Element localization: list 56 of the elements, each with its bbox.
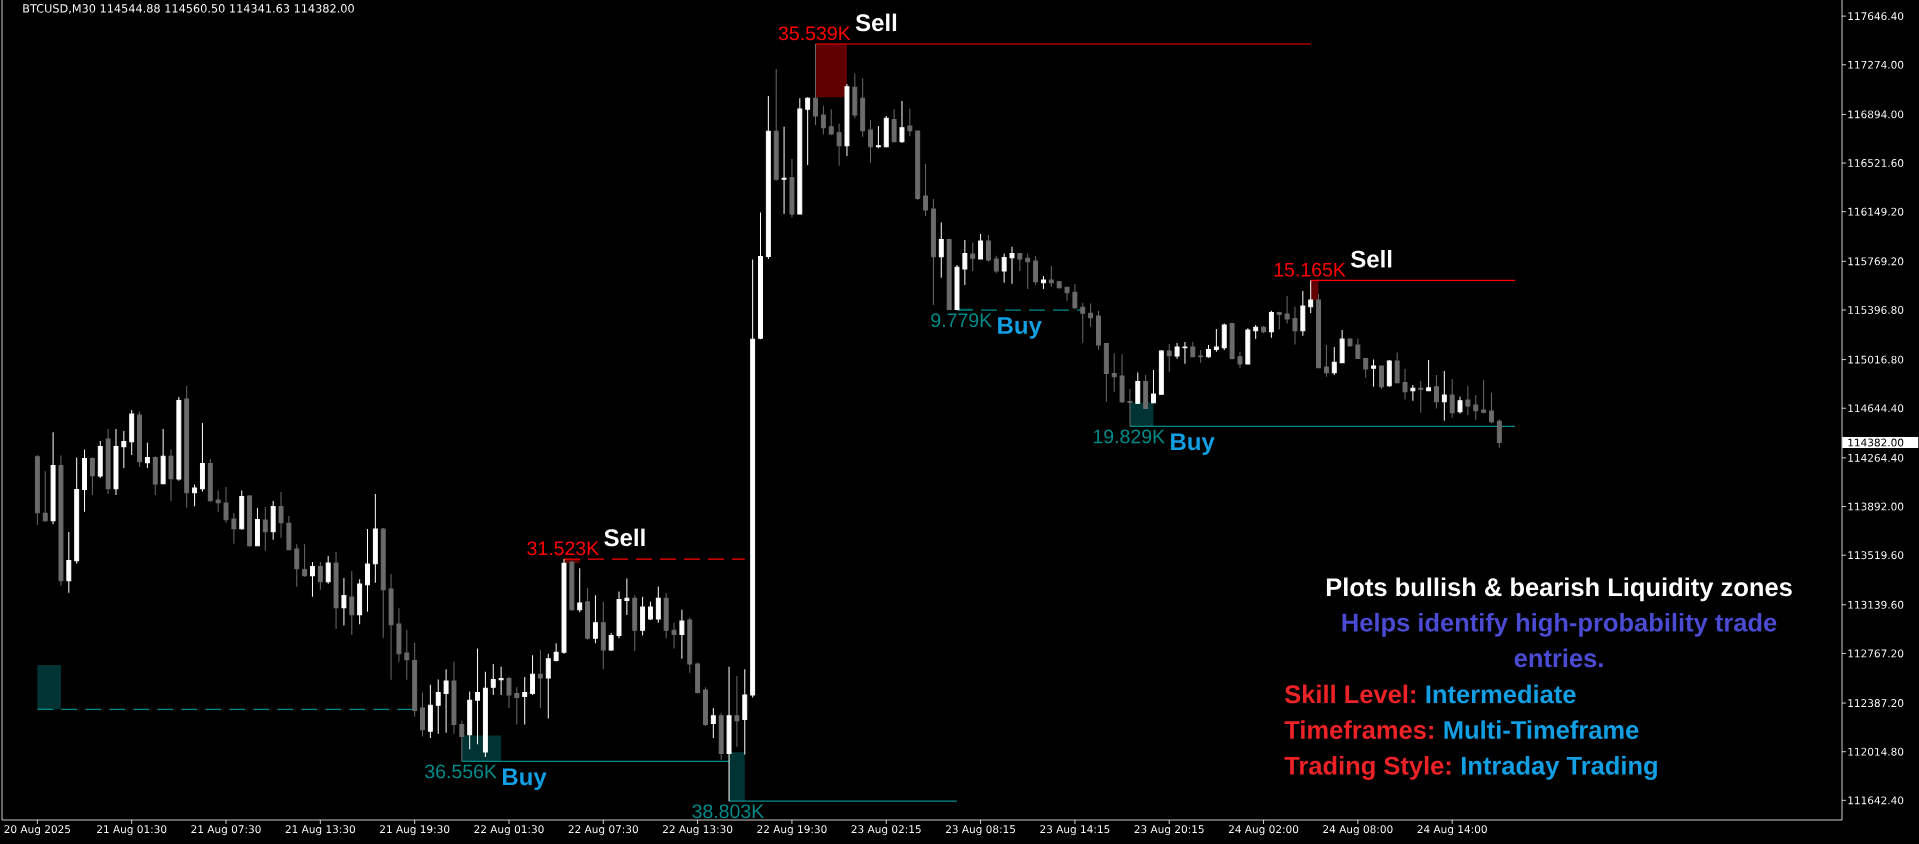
annotation: Skill Level: <box>1284 684 1415 704</box>
y-tick-label: 116149.20 <box>1848 207 1904 216</box>
y-tick-label: 116894.00 <box>1848 110 1904 119</box>
annotation: 35.539K <box>778 26 851 41</box>
chart-title: BTCUSD,M30 114544.88 114560.50 114341.63 114382.00 <box>23 4 354 14</box>
y-tick-label: 115016.80 <box>1848 355 1904 364</box>
y-tick-label: 112387.20 <box>1848 699 1904 708</box>
y-tick-label: 114264.40 <box>1848 453 1904 462</box>
annotation: Multi-Timeframe <box>1444 720 1639 740</box>
annotation: Intermediate <box>1426 684 1576 704</box>
annotation: Timeframes: <box>1284 720 1433 740</box>
series-label: Sell <box>1350 250 1392 268</box>
annotation: Intraday Trading <box>1461 756 1657 780</box>
annotation: 36.556K <box>425 764 497 779</box>
x-tick-label: 24 Aug 02:00 <box>1228 825 1299 836</box>
annotation: 9.779K <box>931 313 992 328</box>
series-label: Sell <box>604 528 645 547</box>
y-tick-label: 116521.60 <box>1848 159 1904 168</box>
x-tick-label: 22 Aug 07:30 <box>568 825 638 836</box>
y-tick-label: 114644.40 <box>1848 404 1904 413</box>
annotation: 15.165K <box>1274 262 1346 277</box>
y-tick-label: 117274.00 <box>1848 60 1904 69</box>
series-label: Buy <box>998 317 1042 339</box>
x-tick-label: 23 Aug 20:15 <box>1134 825 1204 836</box>
x-tick-label: 20 Aug 2025 <box>4 825 71 836</box>
series-label: Sell <box>855 13 897 32</box>
x-tick-label: 21 Aug 01:30 <box>97 825 167 836</box>
y-tick-label: 115396.80 <box>1848 306 1904 314</box>
y-tick-label: 113519.60 <box>1848 551 1904 560</box>
x-tick-label: 23 Aug 14:15 <box>1040 825 1110 836</box>
x-tick-label: 23 Aug 08:15 <box>945 825 1016 836</box>
x-tick-label: 21 Aug 13:30 <box>285 825 356 836</box>
annotation: Trading Style: <box>1284 756 1451 780</box>
x-tick-label: 24 Aug 08:00 <box>1323 825 1393 836</box>
y-tick-label: 113892.00 <box>1848 502 1904 511</box>
annotation: 31.523K <box>527 541 599 556</box>
x-tick-label: 24 Aug 14:00 <box>1417 825 1487 836</box>
series-label: Buy <box>502 768 547 791</box>
y-tick-label: 111642.40 <box>1848 796 1904 805</box>
x-tick-label: 22 Aug 19:30 <box>757 825 827 836</box>
y-tick-label: 115769.20 <box>1848 257 1904 266</box>
annotation: 38.803K <box>692 804 764 819</box>
y-tick-label: 113139.60 <box>1848 600 1904 609</box>
x-tick-label: 21 Aug 07:30 <box>191 825 261 836</box>
annotation: Plots bullish & bearish Liquidity zones <box>1326 577 1792 602</box>
x-tick-label: 22 Aug 13:30 <box>662 825 733 836</box>
annotation: 19.829K <box>1093 429 1165 444</box>
x-tick-label: 22 Aug 01:30 <box>474 825 544 836</box>
y-tick-label: 112014.80 <box>1848 747 1904 756</box>
text: 114382.00 <box>1848 438 1904 447</box>
y-tick-label: 117646.40 <box>1848 12 1904 21</box>
x-tick-label: 23 Aug 02:15 <box>851 825 921 836</box>
x-tick-label: 21 Aug 19:30 <box>380 825 450 836</box>
series-label: Buy <box>1171 433 1215 456</box>
y-tick-label: 112767.20 <box>1848 649 1904 658</box>
annotation: Helps identify high-probability trade entries. <box>1342 612 1777 668</box>
